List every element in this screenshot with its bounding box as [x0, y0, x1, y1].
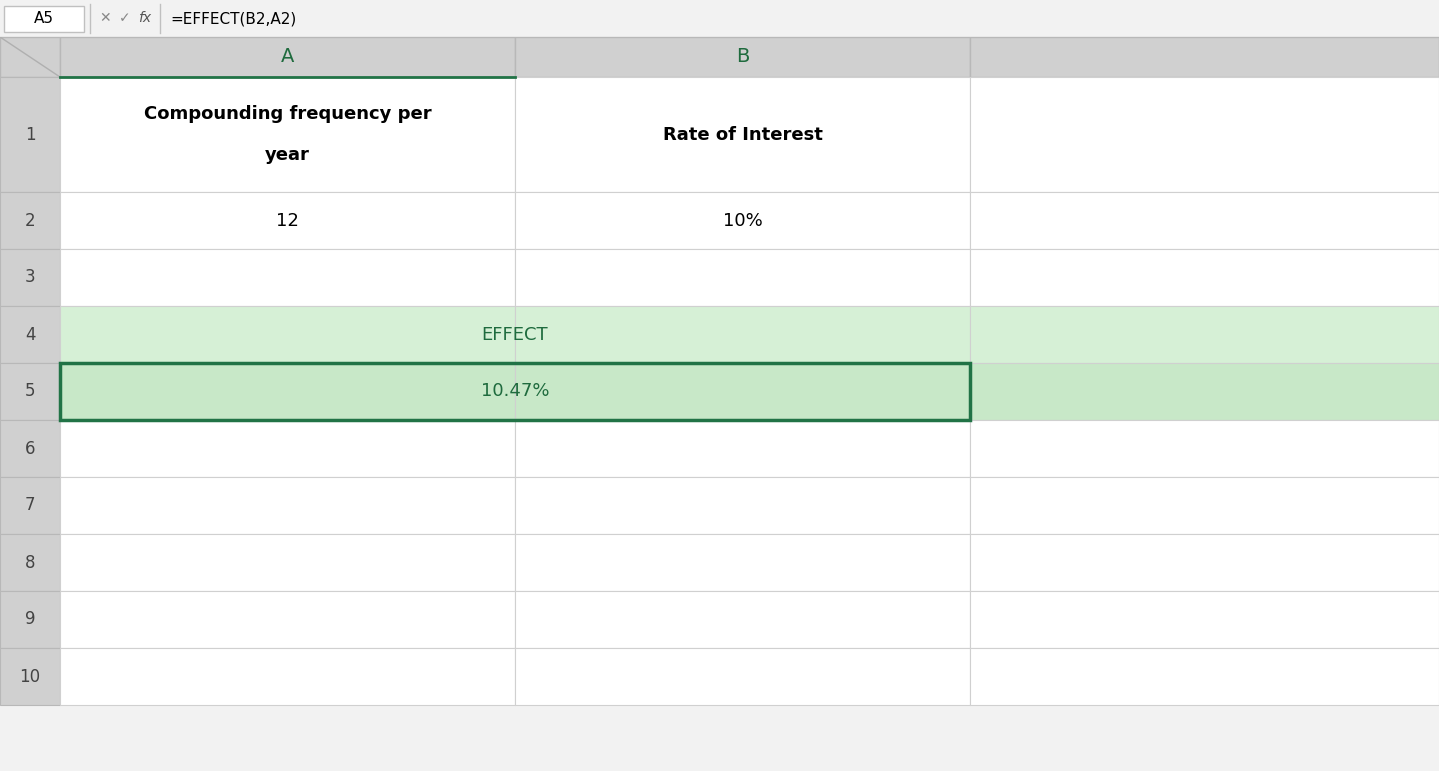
Text: 6: 6	[24, 439, 35, 457]
Text: Compounding frequency per: Compounding frequency per	[144, 105, 432, 123]
Bar	[515, 534, 970, 591]
Bar	[515, 420, 970, 477]
Text: 5: 5	[24, 382, 35, 400]
Text: 9: 9	[24, 611, 35, 628]
Text: =EFFECT(B2,A2): =EFFECT(B2,A2)	[170, 11, 296, 26]
Bar	[60, 363, 970, 420]
Bar	[60, 534, 515, 591]
Bar	[970, 249, 1439, 306]
Text: Rate of Interest: Rate of Interest	[662, 126, 823, 143]
Bar	[515, 37, 970, 77]
Bar	[60, 77, 515, 192]
Bar	[0, 77, 60, 192]
Text: 8: 8	[24, 554, 35, 571]
Bar	[0, 648, 60, 705]
Bar	[970, 648, 1439, 705]
Bar	[60, 477, 515, 534]
Bar	[0, 363, 60, 420]
Text: 10.47%: 10.47%	[481, 382, 550, 400]
Bar	[60, 37, 515, 77]
Bar	[60, 306, 515, 363]
Text: year: year	[265, 146, 309, 164]
Bar	[515, 77, 970, 192]
Bar	[60, 363, 515, 420]
Bar	[515, 363, 970, 420]
Bar	[970, 534, 1439, 591]
Bar	[60, 648, 515, 705]
Bar	[970, 37, 1439, 77]
Text: 10: 10	[20, 668, 40, 685]
Bar	[970, 77, 1439, 192]
Bar	[970, 363, 1439, 420]
Bar	[0, 249, 60, 306]
Text: B: B	[735, 48, 750, 66]
Text: A: A	[281, 48, 294, 66]
Bar	[60, 249, 515, 306]
Bar	[970, 591, 1439, 648]
Bar	[60, 420, 515, 477]
Bar	[4, 5, 83, 32]
Bar	[0, 37, 60, 77]
Text: 10%: 10%	[722, 211, 763, 230]
Bar	[60, 591, 515, 648]
Text: A5: A5	[35, 11, 55, 26]
Text: ✓: ✓	[119, 12, 131, 25]
Bar	[515, 648, 970, 705]
Text: EFFECT: EFFECT	[482, 325, 548, 344]
Text: 7: 7	[24, 497, 35, 514]
Text: 12: 12	[276, 211, 299, 230]
Bar	[970, 420, 1439, 477]
Bar	[0, 192, 60, 249]
Bar	[0, 306, 60, 363]
Bar	[970, 477, 1439, 534]
Text: ✕: ✕	[99, 12, 111, 25]
Bar	[515, 192, 970, 249]
Bar	[0, 477, 60, 534]
Bar	[515, 591, 970, 648]
Text: 1: 1	[24, 126, 36, 143]
Text: fx: fx	[138, 12, 151, 25]
Bar	[60, 192, 515, 249]
Bar	[515, 477, 970, 534]
Bar	[970, 192, 1439, 249]
Bar	[515, 306, 970, 363]
Bar	[970, 306, 1439, 363]
Text: 2: 2	[24, 211, 36, 230]
Text: 3: 3	[24, 268, 36, 287]
Text: 4: 4	[24, 325, 35, 344]
Bar	[0, 591, 60, 648]
Bar	[515, 249, 970, 306]
Bar	[0, 420, 60, 477]
Bar	[0, 534, 60, 591]
